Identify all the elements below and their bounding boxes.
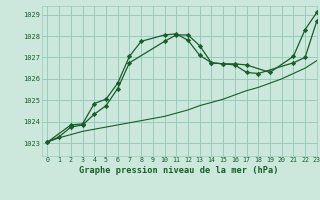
X-axis label: Graphe pression niveau de la mer (hPa): Graphe pression niveau de la mer (hPa) xyxy=(79,166,279,175)
